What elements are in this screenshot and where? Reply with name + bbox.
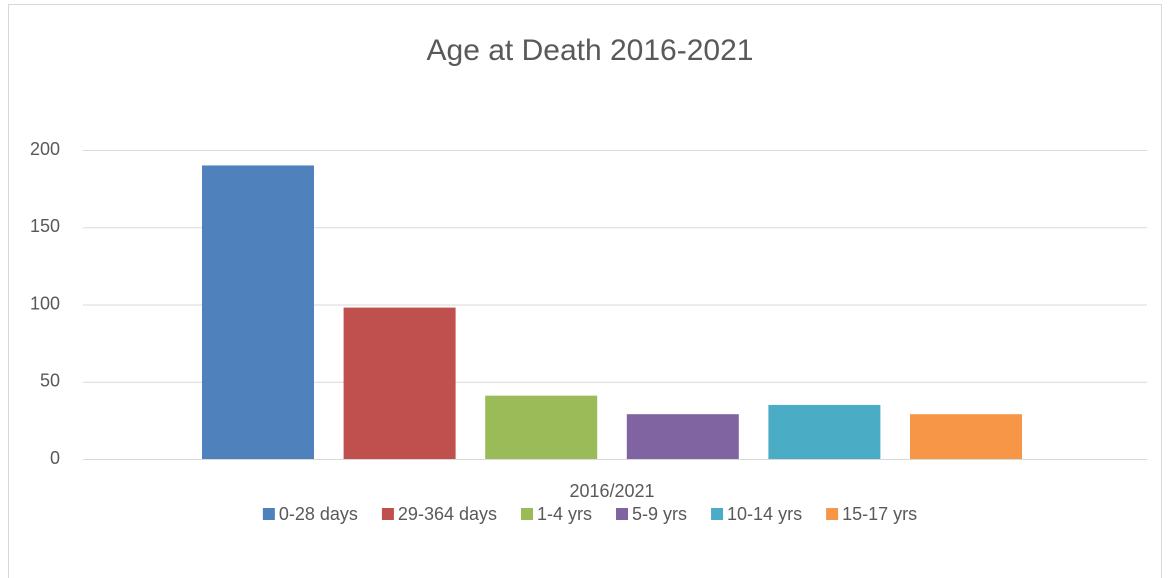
bar bbox=[485, 395, 598, 459]
legend-label: 10-14 yrs bbox=[727, 504, 802, 524]
legend-label: 29-364 days bbox=[398, 504, 497, 524]
legend-swatch bbox=[262, 508, 275, 520]
bar bbox=[202, 165, 314, 459]
y-tick-label: 100 bbox=[30, 293, 60, 313]
legend-swatch bbox=[711, 508, 724, 520]
y-tick-label: 200 bbox=[30, 139, 60, 159]
y-tick-label: 50 bbox=[40, 371, 60, 391]
legend-label: 15-17 yrs bbox=[842, 504, 917, 524]
bar bbox=[626, 414, 739, 459]
chart-frame bbox=[8, 4, 1162, 578]
x-tick-label: 2016/2021 bbox=[569, 481, 654, 501]
chart-title: Age at Death 2016-2021 bbox=[427, 34, 754, 67]
bar bbox=[768, 404, 881, 459]
legend-swatch bbox=[381, 508, 394, 520]
bar bbox=[910, 414, 1022, 459]
y-tick-label: 150 bbox=[30, 216, 60, 236]
bar bbox=[343, 307, 456, 459]
legend-label: 5-9 yrs bbox=[632, 504, 687, 524]
y-tick-label: 0 bbox=[50, 448, 60, 468]
legend-label: 0-28 days bbox=[279, 504, 358, 524]
legend-swatch bbox=[521, 508, 534, 520]
legend-label: 1-4 yrs bbox=[537, 504, 592, 524]
legend-swatch bbox=[616, 508, 629, 520]
legend-swatch bbox=[826, 508, 839, 520]
